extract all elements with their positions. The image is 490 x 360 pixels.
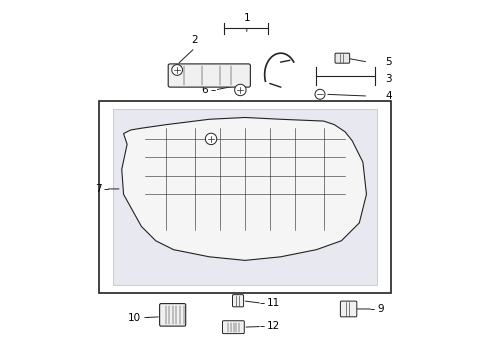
Circle shape — [205, 133, 217, 145]
Polygon shape — [122, 117, 367, 260]
Text: 9: 9 — [377, 304, 384, 314]
Bar — [113, 109, 377, 285]
FancyBboxPatch shape — [168, 64, 250, 87]
Circle shape — [235, 84, 246, 96]
FancyBboxPatch shape — [341, 301, 357, 317]
Text: 12: 12 — [267, 321, 280, 332]
FancyBboxPatch shape — [222, 321, 245, 334]
Text: 3: 3 — [385, 74, 392, 84]
Text: 1: 1 — [244, 13, 250, 23]
FancyBboxPatch shape — [232, 295, 244, 307]
Text: 6: 6 — [201, 85, 207, 95]
Circle shape — [315, 89, 325, 99]
Circle shape — [172, 64, 182, 75]
Text: 10: 10 — [127, 312, 141, 323]
Text: –: – — [104, 184, 109, 194]
Text: –: – — [210, 85, 216, 95]
Text: –: – — [193, 134, 197, 144]
Text: 8: 8 — [184, 134, 191, 144]
FancyBboxPatch shape — [335, 53, 350, 63]
Bar — [98, 102, 392, 293]
Text: –: – — [260, 298, 265, 308]
Text: 7: 7 — [95, 184, 101, 194]
Text: 4: 4 — [385, 91, 392, 101]
Text: 11: 11 — [267, 298, 280, 308]
FancyBboxPatch shape — [160, 303, 186, 326]
Text: –: – — [260, 321, 265, 332]
Text: 5: 5 — [385, 57, 392, 67]
Text: 2: 2 — [192, 35, 198, 45]
Text: –: – — [370, 304, 375, 314]
Text: –: – — [143, 312, 148, 323]
